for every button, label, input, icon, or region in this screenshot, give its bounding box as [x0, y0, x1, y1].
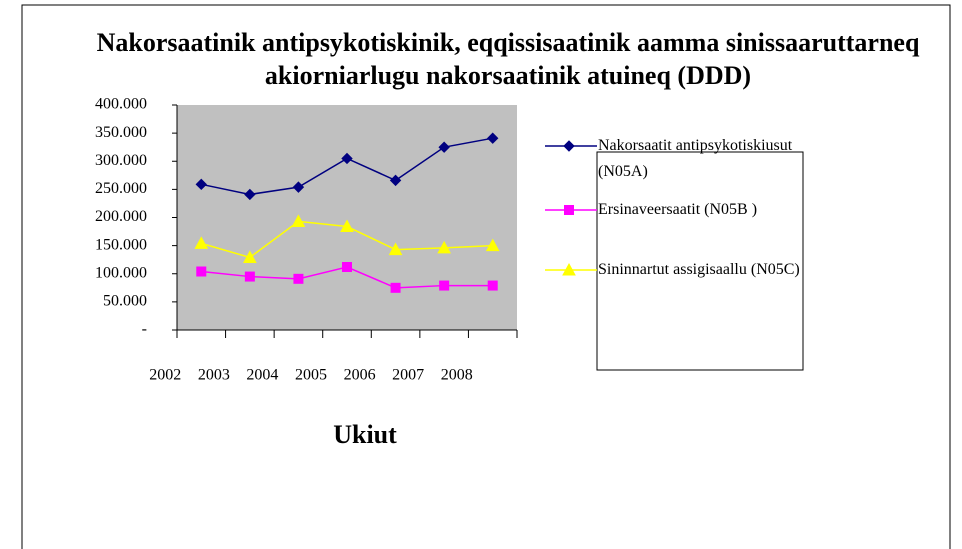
y-tick-label: 300.000	[95, 152, 147, 169]
legend-box	[596, 151, 804, 371]
data-point	[243, 250, 257, 263]
data-point	[195, 178, 207, 191]
chart-title: Nakorsaatinik antipsykotiskinik, eqqissi…	[96, 28, 920, 90]
plot-area	[177, 105, 517, 330]
data-point	[196, 266, 207, 277]
data-point	[485, 238, 500, 252]
data-point	[439, 280, 450, 291]
data-point	[293, 273, 304, 284]
legend-marker	[563, 140, 575, 152]
y-tick-label: 50.000	[103, 293, 147, 310]
x-tick-label: 2002	[149, 367, 181, 384]
data-point	[389, 174, 402, 187]
data-point	[340, 219, 354, 232]
x-tick-label: 2006	[344, 367, 376, 384]
legend-label: Nakorsaatit antipsykotiskiusut (N05A)	[598, 137, 793, 180]
legend-label: Ersinaveersaatit (N05B )	[598, 201, 758, 218]
y-tick-label: 200.000	[95, 208, 147, 225]
data-point	[437, 240, 451, 254]
data-point	[438, 141, 450, 153]
x-axis-title: Ukiut	[333, 420, 397, 449]
x-tick-label: 2005	[295, 367, 327, 384]
y-tick-label: 100.000	[95, 264, 147, 281]
y-tick-label: 150.000	[95, 236, 147, 253]
data-point	[341, 152, 353, 165]
data-point	[487, 280, 498, 291]
data-point	[194, 236, 209, 249]
data-point	[291, 214, 306, 227]
legend-marker	[562, 262, 576, 276]
x-tick-label: 2007	[392, 367, 424, 384]
y-tick-label: -	[142, 321, 147, 338]
data-point	[292, 181, 305, 193]
x-tick-label: 2008	[441, 367, 473, 384]
data-point	[487, 132, 499, 144]
x-tick-label: 2004	[246, 367, 278, 384]
legend-marker	[564, 205, 574, 215]
data-point	[244, 271, 255, 282]
data-point	[390, 282, 401, 293]
y-tick-label: 400.000	[95, 96, 147, 113]
data-point	[388, 242, 403, 256]
data-point	[244, 188, 256, 201]
data-point	[342, 262, 352, 272]
legend-label: Sininnartut assigisaallu (N05C)	[598, 261, 800, 278]
x-tick-label: 2003	[198, 367, 230, 384]
y-tick-label: 250.000	[95, 180, 147, 197]
y-tick-label: 350.000	[95, 124, 147, 141]
